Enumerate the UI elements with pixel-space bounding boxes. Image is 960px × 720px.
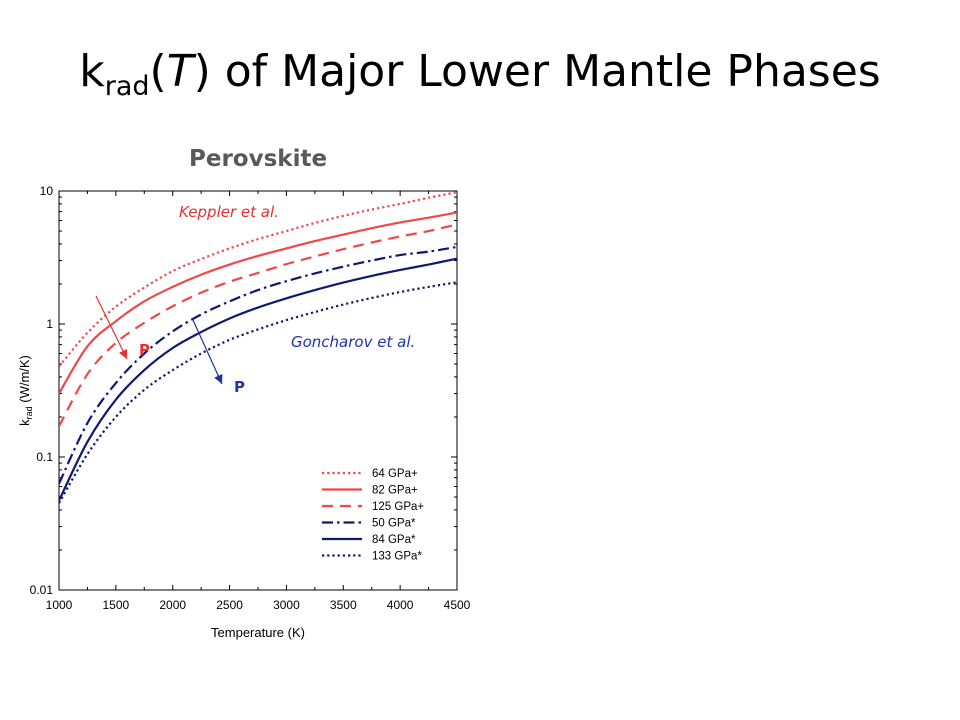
series-group (59, 191, 457, 504)
x-axis-title: Temperature (K) (211, 625, 305, 640)
legend-label-1: 64 GPa+ (372, 468, 418, 480)
slide-title: krad(T) of Major Lower Mantle Phases (0, 46, 960, 102)
chart-title: Perovskite (189, 146, 328, 172)
x-tick-label: 3500 (330, 598, 357, 612)
red-pressure-arrow-head (118, 348, 128, 359)
annotation-p-red: P (139, 341, 150, 359)
annotation-p-blue: P (234, 378, 245, 396)
y-tick-label: 0.1 (36, 450, 53, 464)
red-pressure-arrow-shaft (95, 295, 128, 360)
y-tick-label: 1 (46, 317, 53, 331)
x-tick-label: 3000 (273, 598, 300, 612)
series-line-4 (59, 245, 457, 485)
annotation-goncharov: Goncharov et al. (291, 333, 415, 351)
y-tick-label: 10 (40, 184, 54, 198)
y-axis-title-sub: rad (24, 406, 34, 419)
series-line-3 (59, 223, 457, 427)
title-k: k (79, 46, 105, 97)
x-tick-label: 1500 (103, 598, 130, 612)
x-tick-label: 2000 (159, 598, 186, 612)
legend-label-6: 133 GPa* (372, 551, 422, 563)
y-tick-label: 0.01 (30, 583, 54, 597)
title-subscript: rad (104, 71, 150, 102)
series-line-6 (59, 281, 457, 504)
legend-label-3: 125 GPa+ (372, 501, 424, 513)
annotation-keppler: Keppler et al. (179, 203, 279, 221)
title-paren-open: ( (149, 46, 167, 97)
legend-label-4: 50 GPa* (372, 518, 416, 530)
x-tick-label: 1000 (46, 598, 73, 612)
legend-label-2: 82 GPa+ (372, 485, 418, 497)
title-T: T (166, 46, 194, 97)
annotation-layer: Keppler et al. Goncharov et al. P P (95, 203, 415, 396)
plot-frame (58, 190, 458, 591)
series-line-5 (59, 257, 457, 502)
x-tick-label: 2500 (216, 598, 243, 612)
x-tick-label: 4000 (387, 598, 414, 612)
plot-layer: 1000 1500 2000 2500 3000 3500 4000 4500 0.01 0.1 1… (17, 184, 471, 640)
y-axis-title-k: k (17, 419, 32, 426)
y-axis-title: krad (W/m/K) (17, 355, 34, 426)
y-axis-title-unit: (W/m/K) (17, 355, 32, 406)
series-line-1 (59, 191, 457, 368)
series-line-2 (59, 211, 457, 395)
blue-pressure-arrow-shaft (192, 319, 223, 385)
title-rest: ) of Major Lower Mantle Phases (193, 46, 881, 97)
x-tick-label: 4500 (444, 598, 471, 612)
legend-label-5: 84 GPa* (372, 534, 416, 546)
blue-pressure-arrow-head (214, 373, 223, 384)
